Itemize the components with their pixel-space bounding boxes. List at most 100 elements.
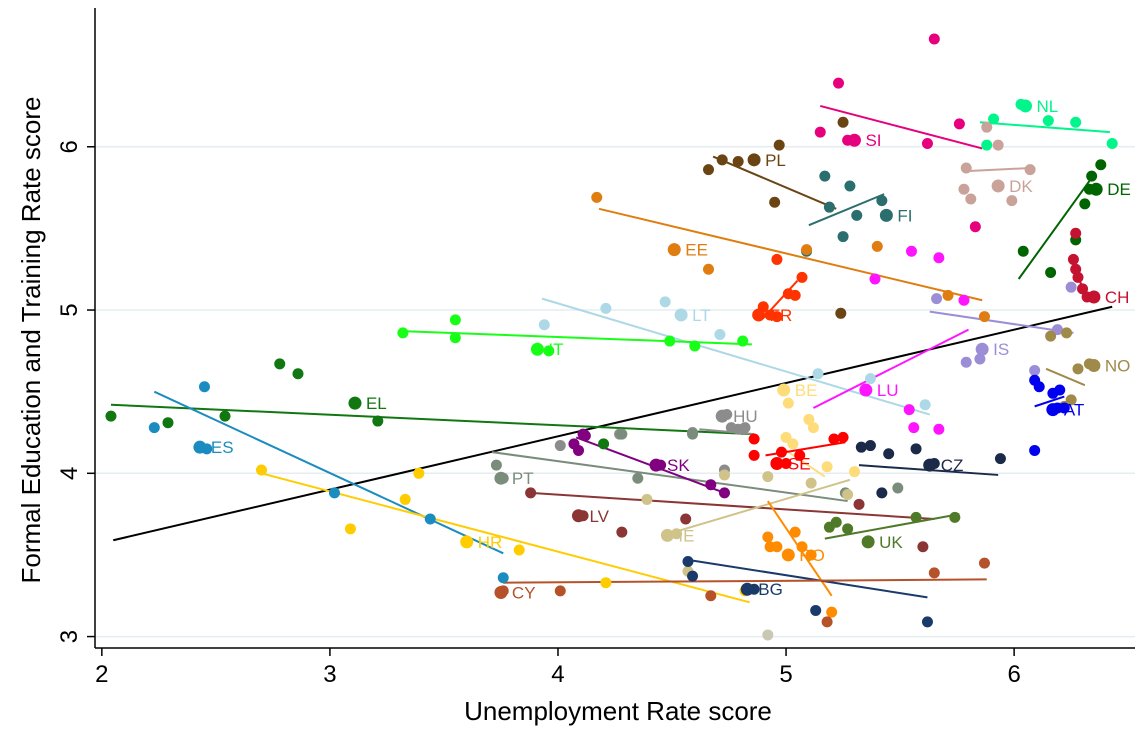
labeled-point-uk <box>861 535 875 549</box>
label-el: EL <box>366 394 387 413</box>
point-lu <box>905 245 917 257</box>
point-fr <box>771 311 783 323</box>
point-lu <box>869 273 881 285</box>
point-is <box>974 353 986 365</box>
point-ee <box>801 244 813 256</box>
label-no: NO <box>1105 357 1131 376</box>
fit-line-dk <box>963 167 1031 173</box>
point-hu <box>739 422 751 434</box>
fit-line-el <box>110 403 752 436</box>
point-el <box>274 358 286 370</box>
point-it <box>543 345 555 357</box>
labeled-point-si <box>847 133 861 147</box>
point-lu <box>908 422 920 434</box>
point-be <box>787 438 799 450</box>
point-si <box>814 126 826 138</box>
labeled-point-cy <box>494 585 508 599</box>
point-at <box>1033 381 1045 393</box>
point-is <box>931 293 943 305</box>
point-be <box>807 422 819 434</box>
point-lt <box>714 329 726 341</box>
fit-line-es <box>153 390 504 555</box>
label-de: DE <box>1107 180 1131 199</box>
data-points <box>105 33 1118 641</box>
point-fi <box>844 180 856 192</box>
point-lt <box>812 368 824 380</box>
y-tick-label: 3 <box>56 630 83 643</box>
point-se <box>775 446 787 458</box>
point-is <box>1065 281 1077 293</box>
point-se <box>794 449 806 461</box>
point-lv <box>917 541 929 553</box>
fit-line-is <box>929 310 1074 334</box>
fit-line-fi <box>808 193 885 227</box>
fit-line-hu <box>699 428 755 436</box>
point-lt <box>659 296 671 308</box>
fit-line-nl <box>979 121 1110 134</box>
fit-line-pl <box>712 155 837 210</box>
label-hu: HU <box>733 407 758 426</box>
point-no <box>1065 394 1077 406</box>
labeled-point-de <box>1089 182 1103 196</box>
point-cz <box>994 453 1006 465</box>
point-ch <box>1070 227 1082 239</box>
point-es <box>148 422 160 434</box>
point-pl <box>732 155 744 167</box>
point-bg <box>682 555 694 567</box>
point-it <box>449 332 461 344</box>
point-ee <box>871 240 883 252</box>
label-ch: CH <box>1105 288 1130 307</box>
point-uk <box>949 511 961 523</box>
point-bg <box>687 570 699 582</box>
point-si <box>953 118 965 130</box>
point-nl <box>1070 116 1082 128</box>
point-pt <box>687 428 699 440</box>
point-ro <box>789 526 801 538</box>
point-dk <box>992 139 1004 151</box>
point-el <box>598 438 610 450</box>
point-ch <box>1077 283 1089 295</box>
point-cz <box>910 443 922 455</box>
label-be: BE <box>795 381 818 400</box>
label-lu: LU <box>877 381 899 400</box>
point-hr <box>344 523 356 535</box>
point-lt <box>919 399 931 411</box>
point-unlabeled <box>762 629 774 641</box>
fit-line-be <box>783 447 826 478</box>
point-ro <box>771 541 783 553</box>
labeled-point-ee <box>667 243 681 257</box>
point-ee <box>942 289 954 301</box>
labeled-point-es <box>193 440 207 454</box>
label-ee: EE <box>685 241 708 260</box>
point-lt <box>600 302 612 314</box>
point-ie <box>671 528 683 540</box>
labeled-point-bg <box>740 582 754 596</box>
fit-line-pt <box>491 451 848 503</box>
point-si <box>969 221 981 233</box>
point-es <box>328 487 340 499</box>
labeled-point-fr <box>752 308 766 322</box>
labeled-point-at <box>1046 403 1060 417</box>
labeled-point-pl <box>747 153 761 167</box>
label-uk: UK <box>879 533 903 552</box>
label-se: SE <box>788 455 811 474</box>
point-cz <box>883 448 895 460</box>
fit-line-lt <box>541 297 931 416</box>
labeled-point-lt <box>674 308 688 322</box>
point-ee <box>703 263 715 275</box>
point-pl <box>773 139 785 151</box>
labeled-point-fi <box>879 208 893 222</box>
point-lu <box>933 252 945 264</box>
labeled-point-nl <box>1018 99 1032 113</box>
point-cz <box>864 440 876 452</box>
point-cy <box>978 557 990 569</box>
point-es <box>198 381 210 393</box>
label-pl: PL <box>765 151 786 170</box>
point-hr <box>600 577 612 589</box>
fit-lines <box>110 104 1113 604</box>
point-dk <box>960 162 972 174</box>
fit-line-si <box>820 104 983 150</box>
y-axis-title: Formal Education and Training Rate score <box>16 96 46 583</box>
point-el <box>219 410 231 422</box>
point-at <box>1058 402 1070 414</box>
